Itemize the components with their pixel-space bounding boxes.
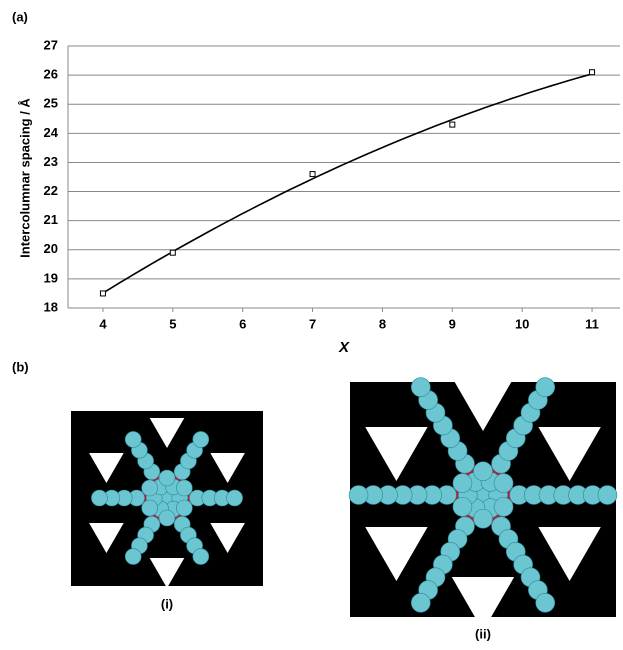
bead [536, 593, 555, 612]
core-atom [494, 497, 513, 516]
data-point [450, 122, 455, 127]
core-atom [176, 480, 192, 496]
core-atom [453, 474, 472, 493]
data-point [310, 172, 315, 177]
x-tick-label: 8 [379, 316, 386, 331]
figure: (a) (b) Intercolumnar spacing / Å X (i) … [0, 0, 623, 645]
page: (a) (b) Intercolumnar spacing / Å X (i) … [0, 0, 623, 650]
image-caption: (i) [161, 596, 173, 611]
core-atom [159, 510, 175, 526]
bead [125, 549, 141, 565]
y-tick-label: 18 [44, 299, 58, 314]
bead [411, 378, 430, 397]
data-point [100, 291, 105, 296]
data-point [170, 250, 175, 255]
bead [411, 593, 430, 612]
y-tick-label: 21 [44, 212, 58, 227]
y-tick-label: 19 [44, 270, 58, 285]
core-atom [494, 474, 513, 493]
x-tick-label: 10 [515, 316, 529, 331]
y-axis-label: Intercolumnar spacing / Å [17, 98, 32, 258]
x-axis-label: X [338, 339, 350, 356]
y-tick-label: 20 [44, 241, 58, 256]
bead [193, 431, 209, 447]
bead [536, 378, 555, 397]
bead [598, 486, 617, 505]
core-atom [142, 480, 158, 496]
y-tick-label: 24 [44, 125, 59, 140]
bead [227, 490, 243, 506]
core-atom [176, 500, 192, 516]
x-tick-label: 9 [449, 316, 456, 331]
x-tick-label: 4 [99, 316, 107, 331]
y-tick-label: 23 [44, 154, 58, 169]
panel-label: (a) [12, 9, 28, 24]
x-tick-label: 7 [309, 316, 316, 331]
y-tick-label: 26 [44, 67, 58, 82]
y-tick-label: 22 [44, 183, 58, 198]
core-atom [474, 462, 493, 481]
trendline [103, 74, 592, 293]
core-atom [453, 497, 472, 516]
bead [91, 490, 107, 506]
panel-label: (b) [12, 359, 29, 374]
y-tick-label: 25 [44, 96, 58, 111]
data-point [590, 70, 595, 75]
x-tick-label: 11 [585, 316, 599, 331]
x-tick-label: 6 [239, 316, 246, 331]
plot: 18 19 20 21 22 23 24 25 26 27 4 5 6 7 8 9 10 11 [44, 37, 620, 331]
core-atom [142, 500, 158, 516]
bead [349, 486, 368, 505]
y-tick-label: 27 [44, 37, 58, 52]
x-tick-label: 5 [169, 316, 176, 331]
bead [125, 431, 141, 447]
bead [193, 549, 209, 565]
core-atom [159, 470, 175, 486]
core-atom [474, 509, 493, 528]
